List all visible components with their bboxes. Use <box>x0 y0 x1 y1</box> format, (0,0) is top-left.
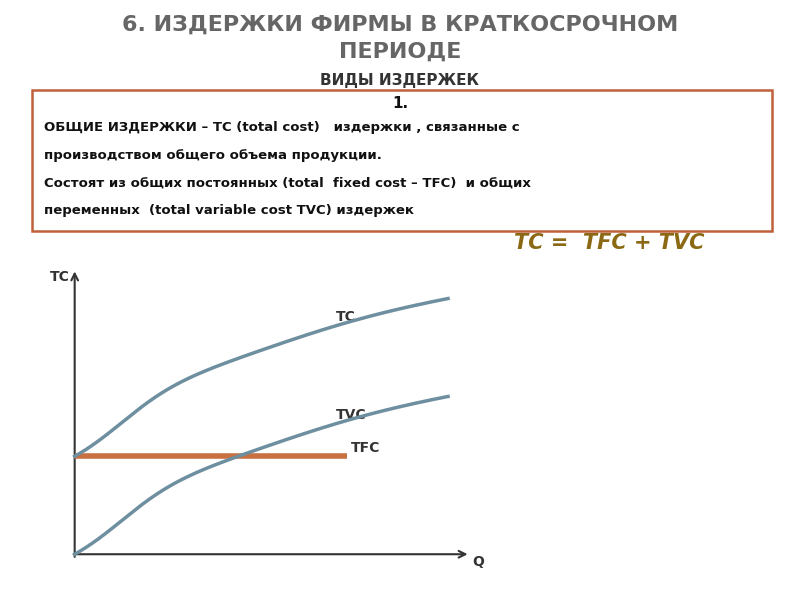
Text: переменных  (total variable cost TVC) издержек: переменных (total variable cost TVC) изд… <box>44 204 414 217</box>
Text: TC =  TFC + TVC: TC = TFC + TVC <box>514 233 704 253</box>
Text: Состоят из общих постоянных (total  fixed cost – TFC)  и общих: Состоят из общих постоянных (total fixed… <box>44 176 531 190</box>
Text: ОБЩИЕ ИЗДЕРЖКИ – TC (total cost)   издержки , связанные с: ОБЩИЕ ИЗДЕРЖКИ – TC (total cost) издержк… <box>44 121 520 134</box>
Text: производством общего объема продукции.: производством общего объема продукции. <box>44 149 382 162</box>
Text: TVC: TVC <box>336 408 366 422</box>
Text: 6. ИЗДЕРЖКИ ФИРМЫ В КРАТКОСРОЧНОМ: 6. ИЗДЕРЖКИ ФИРМЫ В КРАТКОСРОЧНОМ <box>122 15 678 35</box>
Text: TC: TC <box>336 310 356 324</box>
Text: ПЕРИОДЕ: ПЕРИОДЕ <box>339 42 461 62</box>
Text: 1.: 1. <box>392 96 408 111</box>
Text: TC: TC <box>50 270 70 284</box>
Text: Q: Q <box>472 556 484 569</box>
Text: ВИДЫ ИЗДЕРЖЕК: ВИДЫ ИЗДЕРЖЕК <box>321 73 479 88</box>
Text: TFC: TFC <box>351 441 380 455</box>
